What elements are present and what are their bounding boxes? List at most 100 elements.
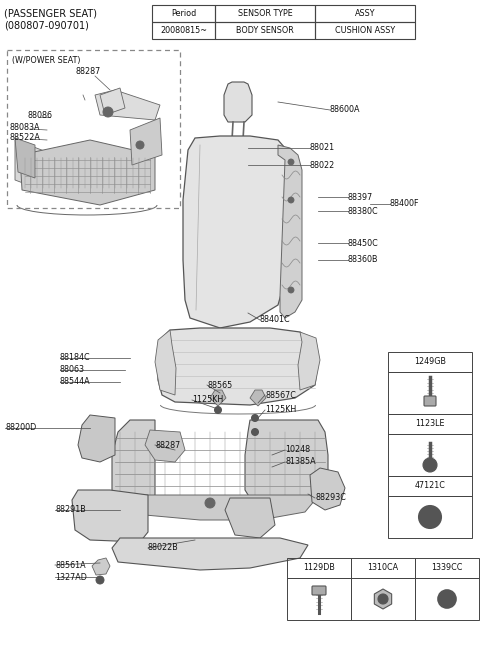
Circle shape	[423, 458, 437, 472]
Text: 47121C: 47121C	[415, 481, 445, 490]
Circle shape	[136, 141, 144, 149]
Text: BODY SENSOR: BODY SENSOR	[236, 26, 294, 35]
Text: 88450C: 88450C	[348, 239, 379, 247]
Polygon shape	[310, 468, 345, 510]
Circle shape	[96, 576, 104, 584]
Text: 88561A: 88561A	[55, 560, 85, 570]
Polygon shape	[224, 82, 252, 122]
Bar	[388, 414, 472, 434]
Polygon shape	[374, 589, 392, 609]
Text: 88544A: 88544A	[60, 377, 91, 387]
Bar	[388, 372, 472, 414]
Polygon shape	[72, 490, 148, 542]
Bar	[215, 22, 315, 39]
Text: 88400F: 88400F	[390, 199, 420, 209]
Circle shape	[288, 159, 294, 165]
Circle shape	[288, 197, 294, 203]
Polygon shape	[15, 138, 35, 178]
Text: 88063: 88063	[60, 366, 85, 375]
Circle shape	[215, 407, 221, 413]
Polygon shape	[210, 390, 226, 406]
Circle shape	[205, 498, 215, 508]
Polygon shape	[112, 420, 155, 502]
Text: Period: Period	[171, 9, 196, 18]
Polygon shape	[78, 415, 115, 462]
Bar	[351, 578, 415, 620]
Text: 88522A: 88522A	[10, 133, 41, 143]
Text: 1123LE: 1123LE	[415, 419, 445, 428]
Text: 88360B: 88360B	[348, 256, 379, 264]
Text: 88022B: 88022B	[148, 543, 179, 553]
Polygon shape	[183, 136, 288, 328]
Polygon shape	[130, 118, 162, 165]
Text: 88565: 88565	[207, 381, 232, 390]
Polygon shape	[155, 330, 176, 395]
Polygon shape	[278, 145, 302, 318]
Polygon shape	[95, 90, 160, 120]
Text: 88397: 88397	[348, 192, 373, 201]
Circle shape	[425, 512, 435, 522]
FancyBboxPatch shape	[424, 396, 436, 406]
Text: 88083A: 88083A	[10, 124, 40, 133]
Circle shape	[103, 107, 113, 117]
Polygon shape	[158, 328, 318, 405]
Text: 1249GB: 1249GB	[414, 358, 446, 366]
Polygon shape	[298, 332, 320, 390]
Bar	[351, 558, 415, 578]
Bar	[415, 558, 479, 578]
Text: 1310CA: 1310CA	[367, 564, 398, 572]
Text: 88086: 88086	[28, 111, 53, 120]
Circle shape	[438, 590, 456, 608]
Circle shape	[288, 287, 294, 293]
Text: 88291B: 88291B	[55, 506, 86, 515]
Text: 88293C: 88293C	[315, 494, 346, 502]
Bar	[388, 496, 472, 538]
Text: 88380C: 88380C	[348, 207, 379, 216]
Circle shape	[252, 428, 259, 436]
Bar	[315, 22, 415, 39]
Text: 88401C: 88401C	[260, 315, 290, 324]
Text: (PASSENGER SEAT): (PASSENGER SEAT)	[4, 8, 97, 18]
Bar	[388, 434, 472, 476]
Bar	[152, 5, 215, 22]
Polygon shape	[20, 140, 155, 205]
Text: (W/POWER SEAT): (W/POWER SEAT)	[12, 56, 81, 65]
Text: ASSY: ASSY	[355, 9, 375, 18]
Polygon shape	[15, 140, 55, 195]
Bar	[315, 5, 415, 22]
Polygon shape	[145, 430, 185, 462]
Text: 88287: 88287	[155, 441, 180, 449]
Text: 1129DB: 1129DB	[303, 564, 335, 572]
Polygon shape	[225, 498, 275, 538]
Text: SENSOR TYPE: SENSOR TYPE	[238, 9, 292, 18]
Text: 1125KH: 1125KH	[192, 396, 223, 405]
Text: 88022: 88022	[310, 160, 335, 169]
Text: 88021: 88021	[310, 143, 335, 152]
Bar	[388, 352, 472, 372]
Bar	[215, 5, 315, 22]
Bar	[152, 22, 215, 39]
Bar	[415, 578, 479, 620]
Text: 1125KH: 1125KH	[265, 405, 296, 415]
Text: 10248: 10248	[285, 445, 310, 455]
Polygon shape	[100, 88, 125, 115]
Text: 1339CC: 1339CC	[432, 564, 463, 572]
Text: 88600A: 88600A	[330, 105, 360, 114]
Text: 88567C: 88567C	[265, 390, 296, 400]
Polygon shape	[250, 390, 266, 406]
Circle shape	[252, 415, 259, 421]
Circle shape	[443, 595, 451, 603]
Bar	[287, 578, 351, 620]
Text: 81385A: 81385A	[285, 458, 316, 466]
Text: 20080815~: 20080815~	[160, 26, 207, 35]
Polygon shape	[112, 538, 308, 570]
Bar	[7, 50, 180, 208]
Text: 88200D: 88200D	[5, 424, 36, 432]
FancyBboxPatch shape	[312, 586, 326, 595]
Polygon shape	[92, 558, 110, 575]
Circle shape	[378, 594, 388, 604]
Text: (080807-090701): (080807-090701)	[4, 20, 89, 30]
Text: 88287: 88287	[75, 67, 101, 77]
Polygon shape	[245, 420, 328, 498]
Circle shape	[419, 506, 441, 528]
